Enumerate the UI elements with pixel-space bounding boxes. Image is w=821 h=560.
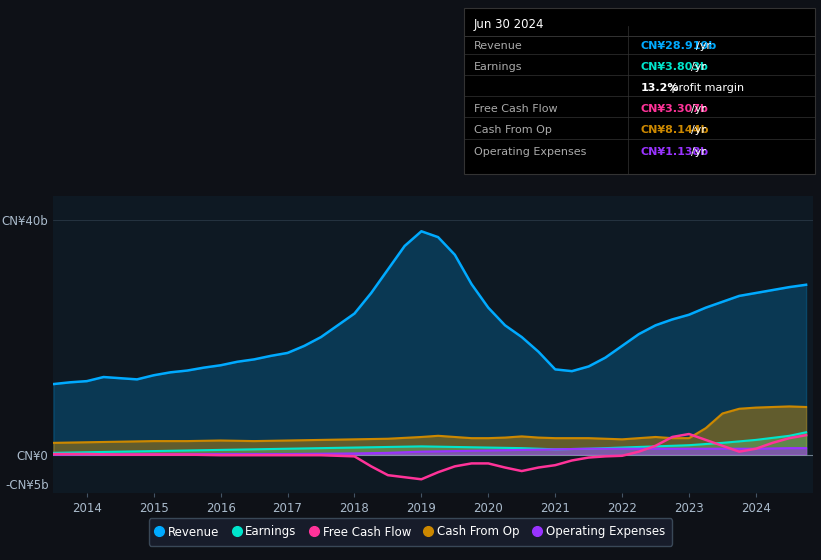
Text: /yr: /yr	[690, 104, 705, 114]
Text: Operating Expenses: Operating Expenses	[474, 147, 586, 157]
Text: Free Cash Flow: Free Cash Flow	[474, 104, 557, 114]
Text: CN¥3.307b: CN¥3.307b	[640, 104, 709, 114]
Text: Revenue: Revenue	[474, 41, 522, 51]
Text: /yr: /yr	[690, 62, 705, 72]
Text: profit margin: profit margin	[668, 83, 745, 93]
Text: CN¥8.144b: CN¥8.144b	[640, 125, 709, 136]
Text: /yr: /yr	[696, 41, 711, 51]
Text: Jun 30 2024: Jun 30 2024	[474, 18, 544, 31]
Text: CN¥1.138b: CN¥1.138b	[640, 147, 709, 157]
Legend: Revenue, Earnings, Free Cash Flow, Cash From Op, Operating Expenses: Revenue, Earnings, Free Cash Flow, Cash …	[149, 519, 672, 545]
Text: 13.2%: 13.2%	[640, 83, 679, 93]
Text: /yr: /yr	[690, 147, 705, 157]
Text: /yr: /yr	[690, 125, 705, 136]
Text: Cash From Op: Cash From Op	[474, 125, 552, 136]
Text: CN¥28.919b: CN¥28.919b	[640, 41, 717, 51]
Text: Earnings: Earnings	[474, 62, 522, 72]
Text: CN¥3.803b: CN¥3.803b	[640, 62, 709, 72]
